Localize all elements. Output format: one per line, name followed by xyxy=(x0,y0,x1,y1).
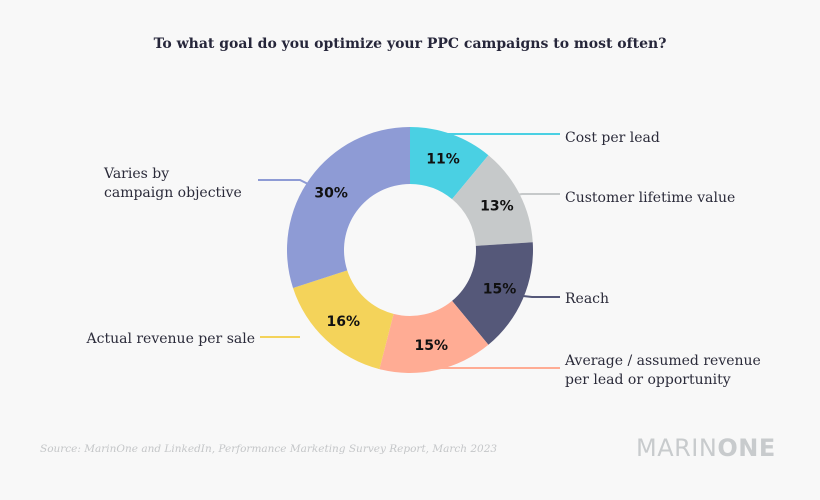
donut-slice xyxy=(452,242,533,345)
slice-percent-label: 11% xyxy=(426,151,460,167)
slice-percent-label: 13% xyxy=(480,199,514,215)
slice-percent-label: 15% xyxy=(483,282,517,298)
slice-category-label: Varies by xyxy=(103,166,169,182)
donut-slice xyxy=(293,270,394,370)
logo-light-text: MARIN xyxy=(636,434,718,462)
logo-bold-text: ONE xyxy=(717,434,776,462)
donut-slice xyxy=(379,300,489,374)
leader-line xyxy=(509,193,560,197)
slice-percent-label: 16% xyxy=(326,314,360,330)
donut-slice xyxy=(410,127,489,200)
leader-line xyxy=(258,179,313,187)
source-note: Source: MarinOne and LinkedIn, Performan… xyxy=(40,443,498,455)
leader-line xyxy=(522,295,560,298)
slice-category-label: campaign objective xyxy=(104,185,242,201)
slice-category-label: Customer lifetime value xyxy=(565,190,735,206)
slice-percent-label: 30% xyxy=(314,186,348,202)
chart-title: To what goal do you optimize your PPC ca… xyxy=(153,36,667,52)
slice-category-label: Reach xyxy=(565,291,609,307)
slice-category-label: per lead or opportunity xyxy=(565,372,731,388)
donut-slice xyxy=(287,127,410,289)
slice-percent-label: 15% xyxy=(415,338,449,354)
slice-category-label: Actual revenue per sale xyxy=(86,331,256,347)
marinone-logo: MARINONE xyxy=(636,434,776,462)
slice-category-label: Cost per lead xyxy=(565,130,660,146)
donut-slice xyxy=(452,155,533,246)
slice-category-label: Average / assumed revenue xyxy=(564,353,761,369)
